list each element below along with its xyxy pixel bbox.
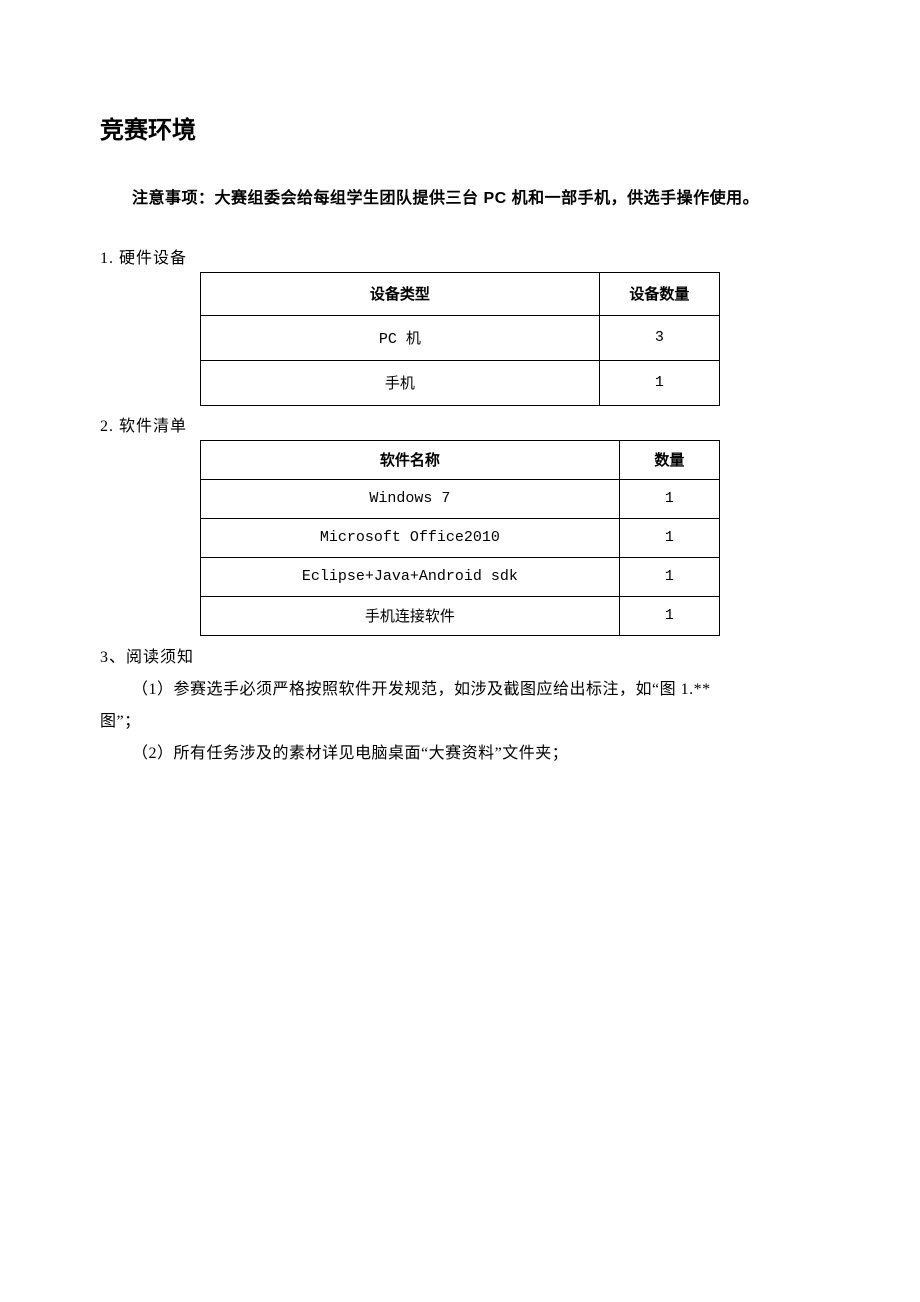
- table-header-row: 设备类型 设备数量: [201, 272, 720, 315]
- software-cell-name: Windows 7: [201, 479, 620, 518]
- software-col-name: 软件名称: [201, 440, 620, 479]
- software-cell-qty: 1: [619, 518, 719, 557]
- table-row: Eclipse+Java+Android sdk 1: [201, 557, 720, 596]
- hardware-table: 设备类型 设备数量 PC 机 3 手机 1: [200, 272, 720, 406]
- reading-item-1-line2: 图”；: [100, 706, 820, 738]
- reading-item-2: （2）所有任务涉及的素材详见电脑桌面“大赛资料”文件夹；: [100, 738, 820, 770]
- software-cell-name: Eclipse+Java+Android sdk: [201, 557, 620, 596]
- software-section-label: 2. 软件清单: [100, 412, 820, 436]
- software-cell-qty: 1: [619, 479, 719, 518]
- reading-notes: 3、阅读须知 （1）参赛选手必须严格按照软件开发规范，如涉及截图应给出标注，如“…: [100, 642, 820, 770]
- reading-item-1-line1: （1）参赛选手必须严格按照软件开发规范，如涉及截图应给出标注，如“图 1.**: [100, 674, 820, 706]
- page-title: 竞赛环境: [100, 110, 820, 145]
- hardware-col-qty: 设备数量: [599, 272, 719, 315]
- table-row: 手机 1: [201, 360, 720, 405]
- software-cell-name: Microsoft Office2010: [201, 518, 620, 557]
- table-row: PC 机 3: [201, 315, 720, 360]
- hardware-cell-name: 手机: [201, 360, 600, 405]
- reading-section-label: 3、阅读须知: [100, 642, 820, 674]
- hardware-section-label: 1. 硬件设备: [100, 244, 820, 268]
- software-cell-qty: 1: [619, 596, 719, 635]
- software-cell-name: 手机连接软件: [201, 596, 620, 635]
- table-row: Windows 7 1: [201, 479, 720, 518]
- software-col-qty: 数量: [619, 440, 719, 479]
- hardware-cell-qty: 1: [599, 360, 719, 405]
- software-table: 软件名称 数量 Windows 7 1 Microsoft Office2010…: [200, 440, 720, 636]
- software-cell-qty: 1: [619, 557, 719, 596]
- document-page: 竞赛环境 注意事项：大赛组委会给每组学生团队提供三台 PC 机和一部手机，供选手…: [0, 0, 920, 1302]
- hardware-col-type: 设备类型: [201, 272, 600, 315]
- hardware-cell-qty: 3: [599, 315, 719, 360]
- table-header-row: 软件名称 数量: [201, 440, 720, 479]
- table-row: Microsoft Office2010 1: [201, 518, 720, 557]
- hardware-cell-name: PC 机: [201, 315, 600, 360]
- notice-text: 注意事项：大赛组委会给每组学生团队提供三台 PC 机和一部手机，供选手操作使用。: [100, 185, 820, 214]
- table-row: 手机连接软件 1: [201, 596, 720, 635]
